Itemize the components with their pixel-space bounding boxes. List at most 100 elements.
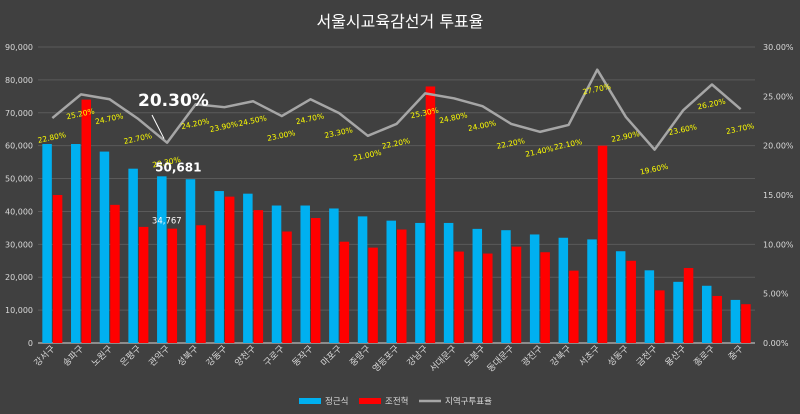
percent-data-label: 22.70%: [123, 131, 153, 146]
bar-series-1: [300, 205, 310, 343]
percent-data-label: 22.20%: [496, 136, 526, 151]
left-tick-label: 80,000: [5, 76, 33, 85]
left-tick-label: 10,000: [5, 306, 33, 315]
percent-data-label: 26.20%: [697, 97, 727, 112]
category-label: 동대문구: [485, 343, 516, 374]
category-label: 관악구: [146, 343, 172, 369]
bar-series-1: [443, 222, 454, 343]
bar-series-2: [511, 246, 522, 343]
category-label: 영등포구: [370, 343, 401, 374]
percent-data-label: 21.00%: [352, 148, 382, 163]
bar-series-1: [529, 234, 540, 343]
percent-data-label: 23.30%: [324, 125, 354, 140]
bar-series-1: [271, 205, 282, 343]
bar-series-1: [329, 208, 339, 343]
left-tick-label: 30,000: [5, 240, 33, 249]
bar-series-1: [615, 251, 626, 343]
percent-data-label: 24.70%: [295, 111, 325, 126]
bars: [42, 86, 751, 343]
right-axis: 0.00% 5.00% 10.00% 15.00% 20.00% 25.00% 30.00%: [763, 43, 794, 348]
right-tick-label: 10.00%: [763, 240, 794, 249]
category-label: 광진구: [519, 343, 545, 369]
bar-series-1: [99, 151, 110, 343]
chart-title: 서울시교육감선거 투표율: [316, 12, 483, 31]
bar-series-2: [282, 231, 292, 343]
legend-label-2: 조전혁: [385, 396, 408, 407]
callout-turnout: 20.30%: [138, 91, 209, 111]
left-tick-label: 70,000: [5, 109, 33, 118]
bar-series-1: [243, 193, 253, 343]
right-tick-label: 15.00%: [763, 191, 794, 200]
bar-series-2: [683, 268, 694, 343]
legend: 정근식 조전혁 지역구투표율: [299, 396, 492, 407]
category-label: 성동구: [606, 343, 631, 368]
turnout-line-path: [51, 68, 742, 151]
bar-series-2: [569, 270, 579, 343]
category-label: 구로구: [262, 343, 287, 368]
category-label: 중랑구: [347, 343, 373, 369]
bar-series-2: [310, 218, 321, 343]
left-axis: 0 10,000 20,000 30,000 40,000 50,000 60,000 70,…: [5, 43, 33, 348]
bar-series-1: [386, 220, 396, 343]
category-label: 강남구: [405, 343, 430, 368]
bar-series-1: [157, 176, 167, 343]
bar-series-1: [501, 230, 511, 343]
bar-series-2: [397, 229, 407, 343]
right-tick-label: 5.00%: [763, 290, 789, 299]
bar-series-2: [224, 196, 235, 343]
bar-series-2: [540, 252, 550, 343]
left-tick-label: 60,000: [5, 142, 33, 151]
right-tick-label: 0.00%: [763, 339, 789, 348]
bar-series-1: [357, 216, 368, 343]
percent-data-label: 22.20%: [381, 136, 411, 151]
category-label: 노원구: [89, 343, 114, 368]
bar-series-2: [425, 86, 436, 343]
percent-data-label: 24.70%: [94, 111, 124, 126]
callout-pointer: [151, 114, 165, 139]
bar-series-1: [128, 168, 138, 343]
turnout-line: [51, 68, 742, 151]
callouts: 20.30% 50,681 34,767: [138, 91, 209, 227]
bar-series-1: [42, 144, 52, 343]
bar-series-1: [673, 281, 683, 343]
category-label: 동작구: [290, 343, 315, 368]
bar-series-1: [701, 285, 712, 343]
percent-data-label: 23.90%: [209, 119, 239, 134]
bar-series-2: [454, 251, 464, 343]
percent-data-label: 22.90%: [610, 129, 640, 144]
category-label: 송파구: [61, 343, 86, 368]
bar-series-2: [196, 225, 206, 343]
percent-data-label: 19.60%: [639, 162, 669, 177]
callout-value-1: 50,681: [155, 160, 201, 174]
legend-label-1: 정근식: [325, 396, 348, 407]
bar-series-2: [253, 210, 264, 343]
category-label: 서초구: [577, 343, 602, 368]
category-label: 성북구: [176, 343, 201, 368]
legend-swatch-2: [359, 398, 381, 404]
bar-series-2: [167, 228, 178, 343]
callout-value-2: 34,767: [152, 217, 182, 227]
bar-series-1: [415, 222, 425, 343]
category-label: 중구: [726, 343, 745, 362]
bar-series-2: [81, 99, 92, 343]
category-label: 서대문구: [428, 343, 459, 374]
bar-series-2: [368, 247, 378, 343]
right-tick-label: 30.00%: [763, 43, 794, 52]
percent-data-label: 24.50%: [238, 113, 268, 128]
bar-series-2: [110, 204, 120, 343]
bar-series-2: [138, 226, 149, 343]
legend-swatch-1: [299, 398, 321, 404]
category-label: 강서구: [32, 343, 57, 368]
category-label: 강동구: [204, 343, 229, 368]
bar-series-1: [214, 191, 224, 343]
left-tick-label: 40,000: [5, 207, 33, 216]
category-label: 마포구: [319, 343, 344, 368]
bar-series-2: [52, 195, 63, 343]
percent-data-label: 22.80%: [37, 130, 67, 145]
bar-series-1: [71, 144, 81, 343]
right-tick-label: 20.00%: [763, 142, 794, 151]
category-label: 용산구: [663, 343, 688, 368]
percent-data-label: 23.70%: [725, 121, 755, 136]
category-label: 은평구: [118, 343, 143, 368]
percent-data-label: 27.70%: [582, 82, 612, 97]
